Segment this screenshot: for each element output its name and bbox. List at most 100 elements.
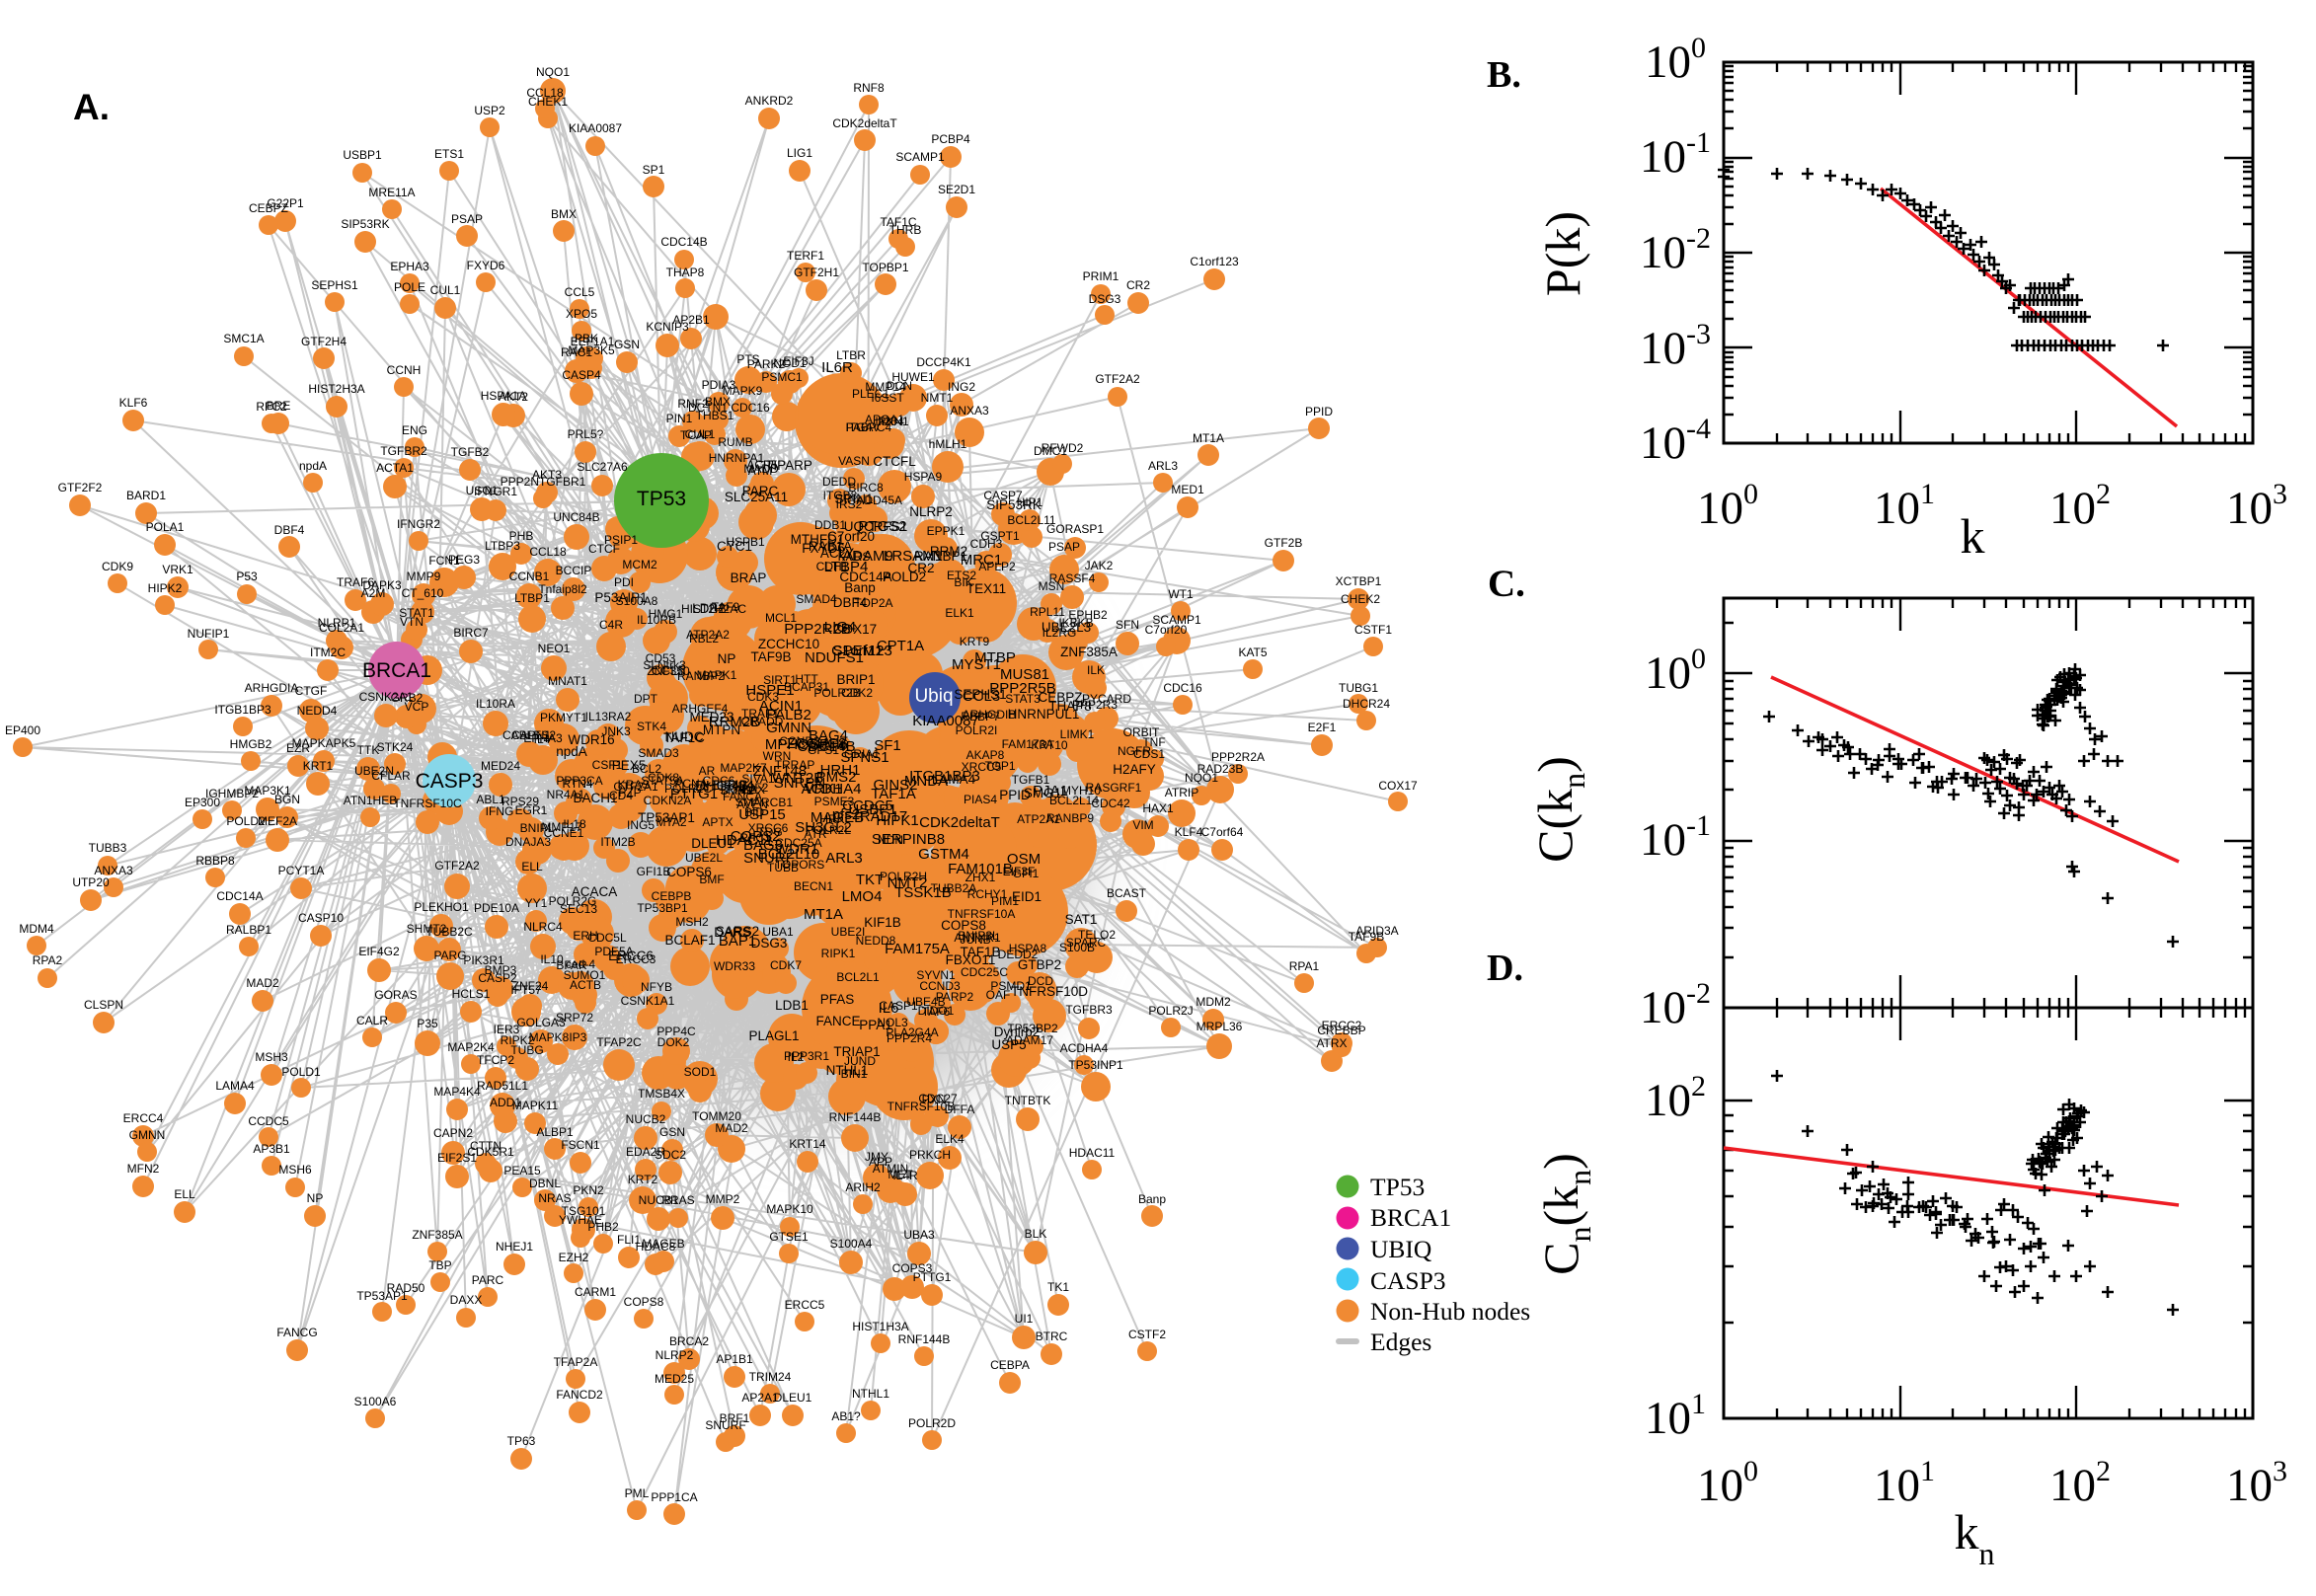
svg-text:CDC25A: CDC25A	[775, 836, 821, 850]
svg-text:RPA1: RPA1	[1289, 959, 1320, 973]
svg-text:UBE2L3: UBE2L3	[1042, 620, 1091, 635]
svg-text:MMP9: MMP9	[407, 570, 441, 583]
svg-text:SLC25A11: SLC25A11	[725, 490, 788, 504]
svg-text:DIDO1: DIDO1	[918, 1004, 955, 1018]
svg-text:TSG101: TSG101	[562, 1204, 606, 1218]
svg-text:TBP: TBP	[428, 1258, 451, 1272]
svg-text:ZHX1: ZHX1	[965, 871, 996, 884]
svg-text:DARS: DARS	[714, 925, 751, 940]
svg-text:WT1: WT1	[1168, 587, 1194, 601]
svg-text:TDG: TDG	[757, 825, 782, 839]
svg-text:NQO1: NQO1	[1185, 771, 1218, 785]
svg-text:NOL3: NOL3	[877, 1016, 908, 1029]
svg-text:KRT10: KRT10	[1031, 738, 1067, 752]
svg-text:FAM175A: FAM175A	[885, 941, 950, 957]
svg-text:PEG3: PEG3	[448, 553, 480, 567]
svg-text:GTBP2: GTBP2	[1018, 957, 1061, 972]
svg-text:NR4A1: NR4A1	[547, 788, 585, 801]
svg-text:BIRC7: BIRC7	[453, 626, 489, 640]
svg-text:RAD23B: RAD23B	[1197, 762, 1244, 776]
svg-text:TOP1: TOP1	[984, 759, 1015, 773]
svg-text:BCL2L1: BCL2L1	[836, 970, 880, 984]
svg-text:ACP5: ACP5	[746, 458, 778, 472]
svg-text:RANBP2: RANBP2	[677, 669, 725, 683]
svg-text:PHB2: PHB2	[587, 1220, 619, 1234]
svg-text:TP53AP1: TP53AP1	[356, 1289, 408, 1303]
svg-text:PPP3CA: PPP3CA	[556, 774, 602, 788]
svg-text:ACTB: ACTB	[570, 978, 601, 992]
svg-text:MTPN: MTPN	[703, 722, 740, 737]
svg-text:CCL5: CCL5	[652, 663, 686, 678]
svg-text:KRAS: KRAS	[618, 778, 651, 792]
svg-text:DCD: DCD	[1028, 974, 1053, 988]
svg-text:POLD2: POLD2	[883, 570, 926, 584]
svg-text:GTF2A2: GTF2A2	[1095, 372, 1140, 386]
svg-text:SLC27A6: SLC27A6	[577, 460, 628, 474]
svg-text:MAP4K4: MAP4K4	[433, 1085, 481, 1099]
svg-text:BAG4: BAG4	[809, 727, 848, 744]
svg-text:GRIA1: GRIA1	[844, 747, 880, 761]
svg-text:TGFB1: TGFB1	[1012, 773, 1050, 787]
svg-text:DLEU1: DLEU1	[774, 1391, 812, 1405]
svg-text:PSAP: PSAP	[451, 212, 483, 226]
svg-text:D.: D.	[1487, 948, 1523, 989]
svg-text:RAD17: RAD17	[860, 808, 907, 825]
svg-text:BNIPL: BNIPL	[520, 821, 555, 835]
svg-text:PPP2R2B: PPP2R2B	[784, 621, 851, 638]
svg-text:SYVN1: SYVN1	[916, 968, 956, 982]
svg-text:TNFRSF10B: TNFRSF10B	[888, 1100, 956, 1113]
svg-text:RAD51L1: RAD51L1	[477, 1079, 528, 1093]
svg-text:S100B: S100B	[1059, 941, 1095, 954]
svg-text:MT1A: MT1A	[804, 906, 843, 923]
svg-text:ABL1: ABL1	[476, 793, 505, 806]
svg-text:HRK: HRK	[819, 812, 844, 826]
svg-text:CDK7: CDK7	[770, 958, 802, 972]
svg-text:ORBIT: ORBIT	[1123, 725, 1160, 739]
svg-text:GORASP1: GORASP1	[1046, 522, 1104, 536]
svg-text:TP53AP1: TP53AP1	[638, 810, 695, 825]
svg-text:GSN: GSN	[614, 338, 640, 351]
svg-text:NQO1: NQO1	[536, 65, 570, 79]
svg-text:C4R: C4R	[599, 618, 623, 632]
svg-text:TRAF1: TRAF1	[741, 707, 779, 721]
svg-text:TSSK1B: TSSK1B	[894, 884, 952, 901]
svg-text:GTF2A1: GTF2A1	[613, 780, 658, 794]
svg-text:FAM101B: FAM101B	[948, 861, 1013, 877]
svg-text:Dynlrb2: Dynlrb2	[994, 1025, 1041, 1039]
svg-text:DLEU1: DLEU1	[691, 836, 734, 851]
svg-text:MUS81: MUS81	[1000, 666, 1049, 683]
svg-text:ALBP1: ALBP1	[536, 1125, 574, 1139]
svg-text:IL2RG: IL2RG	[1042, 626, 1077, 640]
svg-text:P(k): P(k)	[1535, 211, 1590, 296]
svg-text:PFAS: PFAS	[820, 992, 855, 1007]
svg-text:IFNG: IFNG	[486, 804, 514, 818]
svg-text:NP: NP	[718, 651, 736, 666]
svg-text:CDC14B: CDC14B	[797, 738, 855, 755]
svg-text:UBA1: UBA1	[762, 925, 794, 939]
svg-text:BCL2L10: BCL2L10	[758, 846, 820, 863]
svg-text:CDC6: CDC6	[703, 774, 735, 788]
svg-text:ZNF385A: ZNF385A	[1060, 645, 1118, 659]
svg-text:ZCCHC8: ZCCHC8	[787, 735, 847, 752]
svg-text:RPA2: RPA2	[33, 953, 63, 967]
svg-text:ACDHA4: ACDHA4	[802, 781, 862, 798]
svg-text:CR2: CR2	[1126, 278, 1150, 292]
svg-text:VRK1: VRK1	[162, 563, 193, 576]
svg-text:MAPK11: MAPK11	[512, 1099, 559, 1112]
svg-text:ELL: ELL	[174, 1187, 195, 1201]
svg-text:POLD2: POLD2	[226, 814, 266, 828]
svg-text:BRAP: BRAP	[731, 570, 767, 585]
svg-text:ERCC3: ERCC3	[616, 952, 656, 966]
svg-text:XRCC6: XRCC6	[748, 821, 789, 835]
svg-text:MED23: MED23	[689, 710, 733, 724]
svg-text:ETS1: ETS1	[434, 147, 464, 161]
svg-text:MET: MET	[888, 1168, 913, 1181]
svg-text:GRB2: GRB2	[391, 691, 424, 705]
svg-text:NMT1: NMT1	[921, 391, 954, 405]
svg-text:MED24: MED24	[481, 759, 520, 773]
svg-text:RNF144B: RNF144B	[829, 1110, 882, 1124]
svg-text:DFFA: DFFA	[945, 1102, 975, 1116]
svg-text:CLSPN: CLSPN	[84, 998, 123, 1012]
svg-text:E2F1: E2F1	[1308, 721, 1337, 734]
svg-text:SH3GL2: SH3GL2	[795, 819, 852, 836]
